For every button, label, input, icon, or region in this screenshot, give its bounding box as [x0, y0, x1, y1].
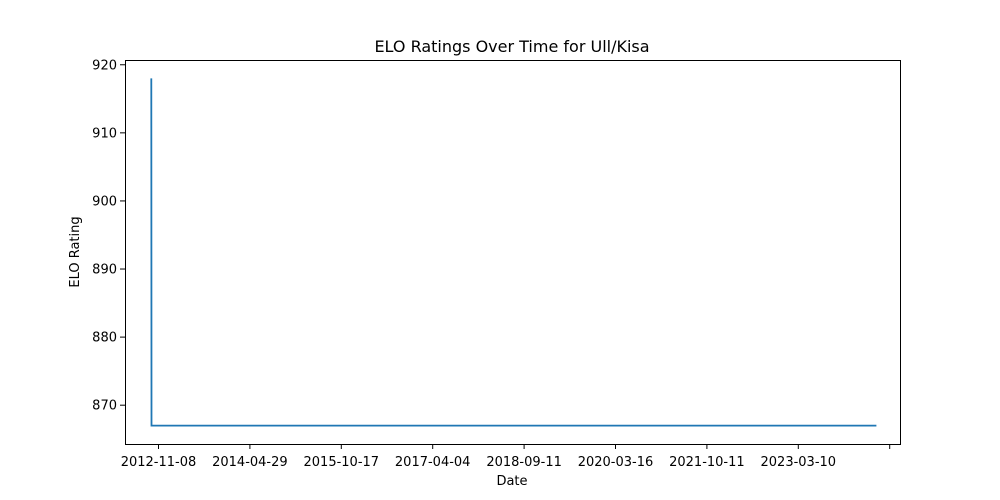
plot-area — [150, 78, 877, 427]
x-axis: 2012-11-08 2014-04-29 2015-10-17 2017-04-04… — [121, 444, 891, 470]
plot-frame — [125, 60, 901, 445]
x-axis-label: Date — [496, 474, 527, 489]
y-tick-label: 910 — [92, 126, 117, 141]
series-line-0 — [150, 78, 877, 427]
y-tick-label: 920 — [92, 58, 117, 73]
x-tick-label: 2020-03-16 — [578, 455, 654, 470]
x-tick-label: 2021-10-11 — [669, 455, 745, 470]
x-tick-label: 2017-04-04 — [395, 455, 471, 470]
chart-title: ELO Ratings Over Time for Ull/Kisa — [374, 37, 649, 56]
x-tick-label: 2014-04-29 — [212, 455, 288, 470]
x-tick-label: 2018-09-11 — [486, 455, 562, 470]
y-axis: 870 880 890 900 910 920 — [92, 58, 125, 414]
y-tick-label: 900 — [92, 194, 117, 209]
y-tick-label: 870 — [92, 399, 117, 414]
x-tick-label: 2015-10-17 — [304, 455, 380, 470]
y-axis-label: ELO Rating — [68, 216, 83, 287]
x-tick-label: 2012-11-08 — [121, 455, 197, 470]
y-tick-label: 890 — [92, 263, 117, 278]
x-tick-label: 2023-03-10 — [761, 455, 837, 470]
y-tick-label: 880 — [92, 331, 117, 346]
